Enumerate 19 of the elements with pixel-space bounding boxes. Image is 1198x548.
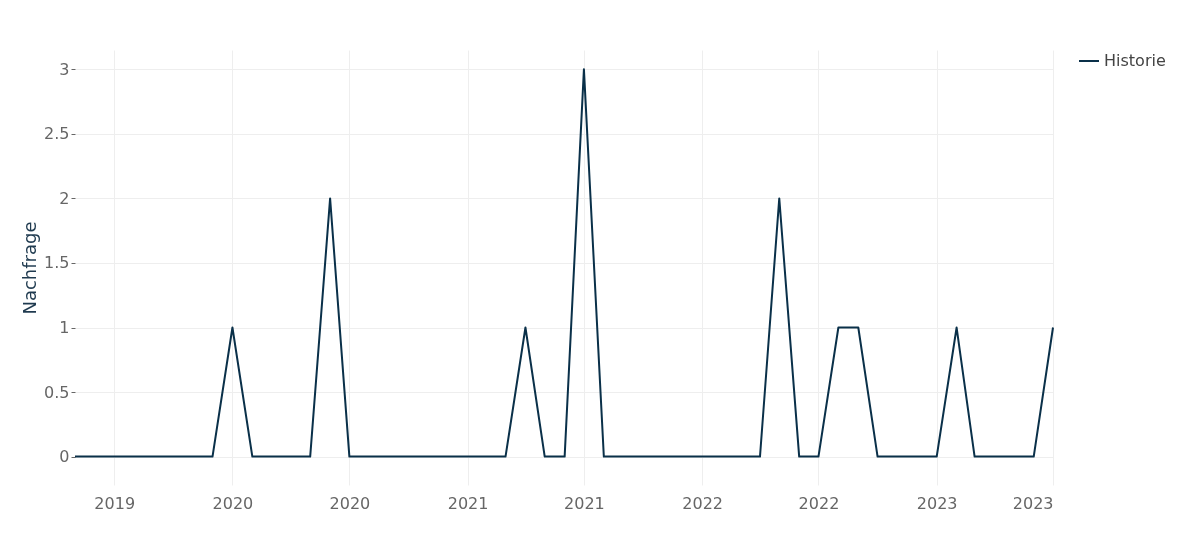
legend-label: Historie [1104,51,1166,70]
y-tick-label: 2 [59,188,70,208]
y-tick-label: 2.5 [44,124,70,144]
y-tick-label: 0.5 [44,382,70,402]
y-tick-label: 1 [59,318,70,338]
x-tick-label: 2022 [798,493,840,513]
x-tick-label: 2019 [94,493,136,513]
x-tick-label: 2023 [916,493,958,513]
y-axis-title: Nachfrage [19,221,41,315]
x-tick-label: 2020 [212,493,254,513]
y-tick-label: 0 [59,447,70,467]
line-series [74,68,1054,458]
x-tick-label: 2021 [447,493,489,513]
x-tick-label: 2021 [564,493,605,513]
x-tick-label: 2022 [682,493,724,513]
y-tick-label: 3 [59,59,70,79]
x-tick-label: 2020 [329,493,371,513]
x-tick-label: 2023 [1012,493,1054,513]
y-tick-label: 1.5 [44,253,70,273]
